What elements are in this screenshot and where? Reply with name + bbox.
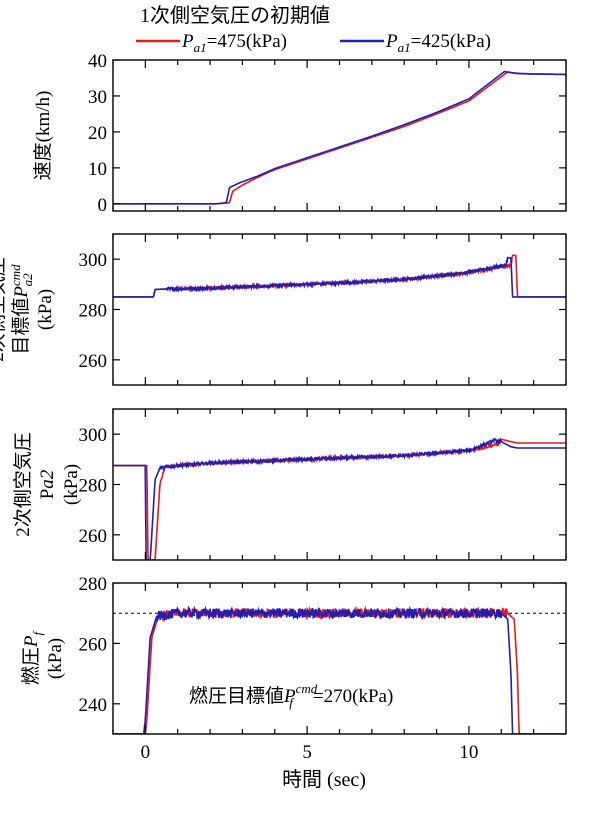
y-axis-label-line: 2次側空気圧 [12,432,34,537]
y-tick-label: 280 [79,574,108,595]
panel-2: 260 280 300 2次側空気圧 目標値Pcmda2(kPa) [0,233,567,386]
legend-var: P [385,31,398,52]
y-axis-label-line: 2次側空気圧 [0,257,8,362]
plot-area [113,70,566,205]
y-axis-label: 2次側空気圧 Pa2 (kPa) [12,432,82,537]
legend-label-475: Pa1=475(kPa) [181,31,287,55]
legend-value: =425(kPa) [411,31,491,52]
y-axis-label-line: 燃圧Pf [20,630,45,686]
axis-frame [112,582,567,735]
plot-area [113,437,566,560]
plot-area [113,254,566,298]
annotation-fuel-target: 燃圧目標値Pcmd f =270(kPa) [189,681,393,710]
y-axis-label-line: 目標値Pcmda2 [8,264,35,355]
y-tick-label: 280 [79,301,108,322]
series-line-475 [113,71,566,205]
y-tick-label: 280 [79,476,108,497]
x-tick-label: 10 [459,742,478,763]
y-tick-label: 240 [79,695,108,716]
y-axis-label-line: Pa2 [37,469,58,499]
axis-frame [112,59,567,212]
y-axis-label-line: (kPa) [35,289,56,330]
y-tick-label: 300 [79,250,108,271]
y-tick-label: 260 [79,526,108,547]
legend-item-475: Pa1=475(kPa) [136,31,287,55]
y-axis-label-line: (kPa) [45,638,66,679]
y-axis-label: 速度(km/h) [32,91,54,181]
plot-area [113,605,566,734]
axis-frame [112,233,567,386]
y-tick-label: 40 [88,51,107,72]
y-axis-label: 燃圧Pf(kPa) [20,630,66,686]
y-tick-label: 0 [98,195,108,216]
legend-sub: a1 [398,40,411,55]
series-line-425 [113,256,566,298]
series-line-475 [113,605,566,734]
y-tick-label: 20 [88,123,107,144]
x-tick-label: 0 [141,742,151,763]
series-line-425 [113,437,566,560]
y-tick-label: 10 [88,159,107,180]
y-tick-label: 260 [79,634,108,655]
legend-label-425: Pa1=425(kPa) [385,31,491,55]
x-tick-label: 5 [302,742,312,763]
y-tick-label: 30 [88,87,107,108]
legend-value: =475(kPa) [207,31,287,52]
series-line-425 [113,605,566,734]
legend-item-425: Pa1=425(kPa) [340,31,491,55]
y-axis-label: 2次側空気圧 目標値Pcmda2(kPa) [0,257,56,362]
series-line-425 [113,70,566,205]
legend-var: P [181,31,194,52]
y-axis-label-line: 速度(km/h) [32,91,54,181]
panel-4: 240 260 280 燃圧Pf(kPa) 燃圧目標値Pcmd f =270(kPa) [20,574,567,735]
legend-title: 1次側空気圧の初期値 [140,4,330,27]
legend: 1次側空気圧の初期値 Pa1=475(kPa) Pa1=425(kPa) [136,4,491,55]
y-tick-label: 260 [79,351,108,372]
x-axis-label: 時間 (sec) [282,768,366,791]
panel-1: 0 10 20 30 40 速度(km/h) [32,51,567,216]
y-axis-label-line: (kPa) [61,464,82,505]
y-tick-label: 300 [79,425,108,446]
axis-frame [112,408,567,561]
legend-sub: a1 [194,40,207,55]
